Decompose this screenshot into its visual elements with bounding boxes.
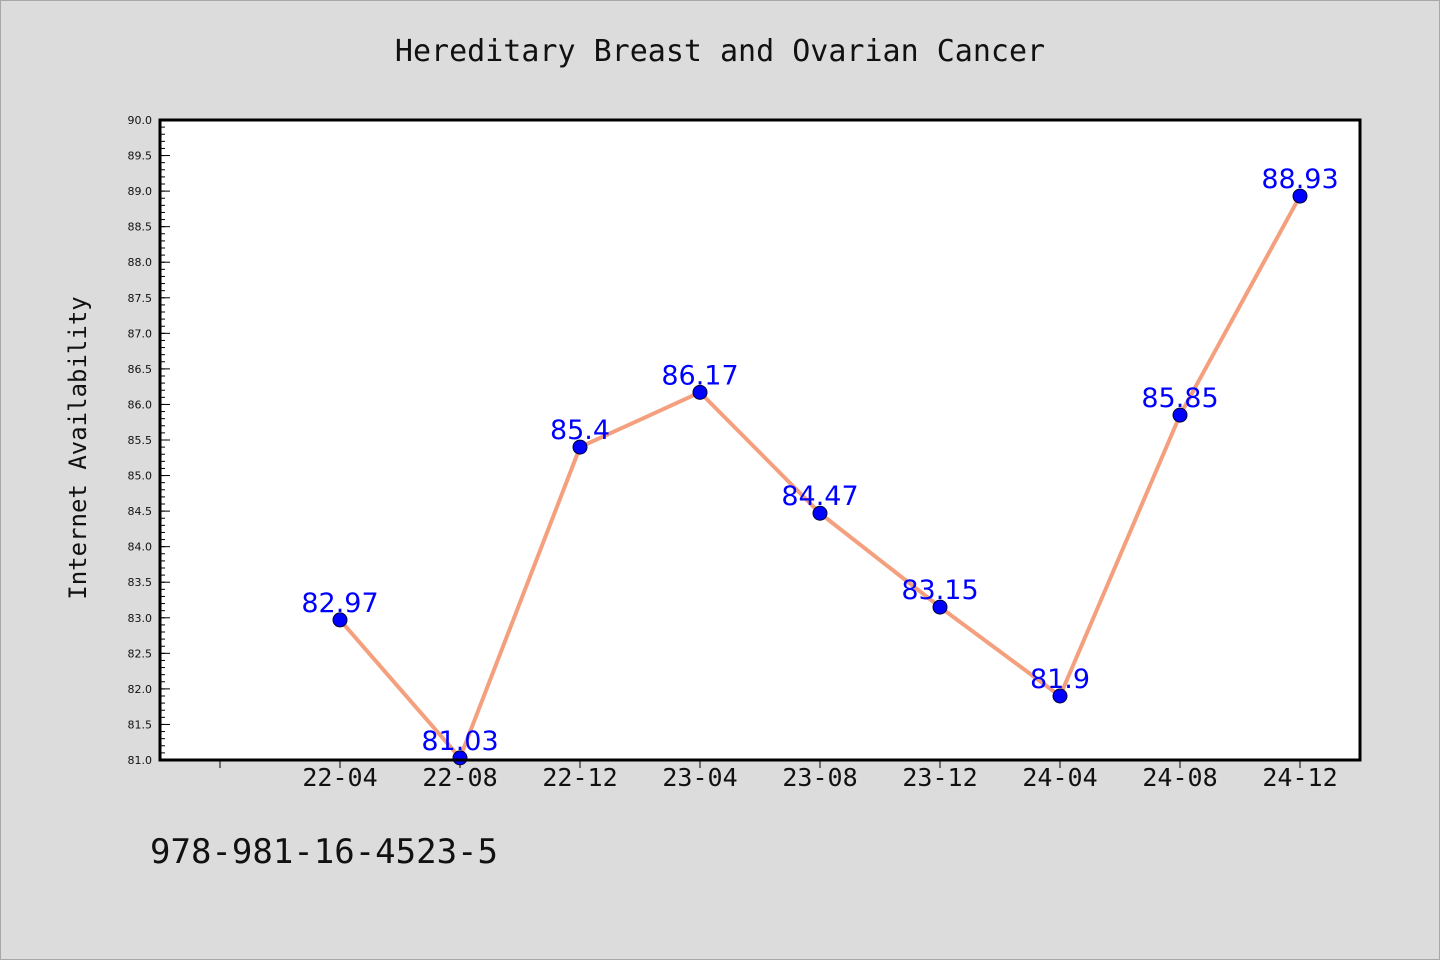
data-point [812, 505, 828, 521]
data-point [692, 384, 708, 400]
data-point [572, 439, 588, 455]
y-tick-label: 85.5 [128, 434, 153, 447]
data-label: 84.47 [781, 481, 858, 512]
x-tick-label: 22-12 [542, 763, 617, 792]
x-tick-label: 23-12 [902, 763, 977, 792]
x-tick-label: 22-04 [302, 763, 377, 792]
x-tick-label: 22-08 [422, 763, 497, 792]
data-label: 82.97 [301, 588, 378, 619]
plot-border [158, 118, 1362, 762]
y-tick-label: 86.0 [128, 398, 153, 411]
data-point [932, 599, 948, 615]
y-tick-label: 83.0 [128, 612, 153, 625]
x-tick-label: 24-04 [1022, 763, 1097, 792]
plot-area [160, 120, 1360, 760]
data-point [1172, 407, 1188, 423]
y-tick-label: 84.5 [128, 505, 153, 518]
x-tick-label: 24-12 [1262, 763, 1337, 792]
y-tick-label: 89.5 [128, 150, 153, 163]
x-tick-label: 23-08 [782, 763, 857, 792]
data-point [1292, 188, 1308, 204]
x-axis-ticks: 22-04 22-08 22-12 23-04 23-08 23-12 24-04 24-08… [219, 760, 1338, 792]
y-tick-label: 83.5 [128, 576, 153, 589]
y-tick-label: 86.5 [128, 363, 153, 376]
y-tick-label: 87.5 [128, 292, 153, 305]
y-tick-label: 88.5 [128, 221, 153, 234]
data-label: 85.85 [1141, 383, 1218, 414]
y-tick-label: 81.0 [128, 754, 153, 767]
data-label: 86.17 [661, 360, 738, 391]
data-point [332, 612, 348, 628]
data-label: 81.03 [421, 726, 498, 757]
y-tick-label: 84.0 [128, 541, 153, 554]
y-tick-label: 88.0 [128, 256, 153, 269]
series-group: 82.97 81.03 85.4 86.17 84.47 83.15 81.9 85.85 88… [301, 164, 1339, 766]
x-tick-label: 24-08 [1142, 763, 1217, 792]
data-label: 83.15 [901, 575, 978, 606]
y-tick-label: 89.0 [128, 185, 153, 198]
data-point [1052, 688, 1068, 704]
isbn-code: 978-981-16-4523-5 [150, 832, 498, 872]
y-axis-ticks: 81.0 81.5 82.0 82.5 83.0 83.5 84.0 84.5 85.0 85.5… [128, 114, 170, 767]
data-label: 85.4 [550, 415, 610, 446]
y-tick-label: 85.0 [128, 470, 153, 483]
chart-title: Hereditary Breast and Ovarian Cancer [394, 34, 1046, 69]
y-tick-label: 87.0 [128, 327, 153, 340]
y-tick-label: 82.0 [128, 683, 153, 696]
y-tick-label: 81.5 [128, 718, 153, 731]
y-tick-label: 90.0 [128, 114, 153, 127]
data-label: 81.9 [1030, 664, 1090, 695]
data-label: 88.93 [1261, 164, 1338, 195]
y-tick-label: 82.5 [128, 647, 153, 660]
x-tick-label: 23-04 [662, 763, 737, 792]
